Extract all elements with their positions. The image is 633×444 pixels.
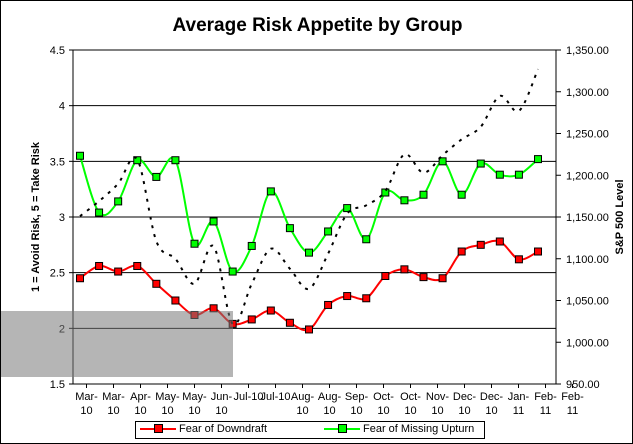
y2-tick-label: 1,300.00: [566, 87, 609, 99]
legend-swatch-green: [324, 424, 360, 434]
data-point: [305, 325, 313, 334]
data-point: [76, 274, 84, 283]
data-point: [514, 170, 523, 179]
data-point: [133, 156, 142, 165]
data-point: [495, 237, 504, 246]
data-point: [495, 170, 504, 179]
y2-tick-label: 1,000.00: [566, 337, 609, 349]
x-tick-label: Jul-10: [261, 391, 291, 403]
data-point: [247, 241, 256, 250]
x-tick-label: Oct-10: [373, 391, 394, 417]
data-point: [209, 217, 218, 226]
y-tick-label: 4.5: [50, 45, 65, 57]
data-point: [266, 306, 275, 315]
x-tick-label: Jul-10: [234, 391, 264, 403]
y-tick-label: 3.5: [50, 156, 65, 168]
data-point: [457, 247, 466, 256]
data-point: [114, 197, 123, 206]
y-tick-label: 4: [59, 101, 65, 113]
chart-title: Average Risk Appetite by Group: [172, 15, 463, 36]
y2-tick-label: 950.00: [566, 379, 600, 391]
data-point: [534, 247, 542, 256]
x-tick-label: Jan-11: [508, 391, 530, 417]
data-point: [324, 227, 333, 236]
photobucket-watermark: [1, 311, 233, 377]
y2-tick-label: 1,100.00: [566, 254, 609, 266]
data-point: [152, 172, 161, 181]
y2-tick-label: 1,250.00: [566, 129, 609, 141]
data-point: [95, 261, 104, 270]
data-point: [247, 315, 256, 324]
data-point: [419, 190, 428, 199]
x-tick-label: Jun-10: [211, 391, 233, 417]
legend-item-downdraft: Fear of Downdraft: [140, 423, 267, 435]
y-tick-label: 1.5: [50, 379, 65, 391]
data-point: [381, 272, 390, 281]
x-tick-label: Aug-10: [318, 391, 342, 417]
y2-tick-label: 1,350.00: [566, 45, 609, 57]
x-tick-label: Sep-10: [345, 391, 369, 417]
data-point: [171, 156, 180, 165]
data-point: [76, 151, 84, 160]
legend-label: Fear of Downdraft: [179, 423, 268, 435]
data-point: [381, 188, 390, 197]
legend-item-upturn: Fear of Missing Upturn: [324, 423, 474, 435]
x-tick-label: May-10: [182, 391, 207, 417]
data-point: [133, 261, 142, 270]
data-point: [400, 196, 409, 205]
data-point: [266, 187, 275, 196]
y2-axis-label: S&P 500 Level: [614, 179, 626, 254]
y-axis-label: 1 = Avoid Risk, 5 = Take Risk: [30, 141, 42, 292]
y-tick-label: 2.5: [50, 268, 65, 280]
data-point: [438, 274, 447, 283]
data-point: [324, 300, 333, 309]
data-point: [171, 296, 180, 305]
data-point: [95, 208, 104, 217]
sp500-line: [79, 68, 539, 326]
data-point: [285, 224, 294, 233]
data-point: [438, 157, 447, 166]
data-point: [190, 239, 199, 248]
y2-tick-label: 1,050.00: [566, 296, 609, 308]
x-tick-label: Oct-10: [400, 391, 421, 417]
data-point: [362, 294, 371, 303]
data-point: [285, 318, 294, 327]
x-tick-label: Feb-11: [534, 391, 557, 417]
data-point: [228, 267, 237, 276]
data-point: [152, 279, 161, 288]
data-point: [343, 292, 352, 301]
data-point: [114, 267, 123, 276]
data-point: [534, 155, 542, 164]
y-tick-label: 3: [59, 212, 65, 224]
x-tick-label: Dec-10: [453, 391, 477, 417]
x-tick-label: Dec-10: [480, 391, 504, 417]
data-point: [476, 159, 485, 168]
legend: Fear of Downdraft Fear of Missing Upturn: [135, 421, 485, 439]
x-tick-label: Feb-11: [561, 391, 584, 417]
data-point: [419, 273, 428, 282]
legend-label: Fear of Missing Upturn: [363, 423, 475, 435]
x-tick-label: Nov-10: [426, 391, 450, 417]
data-point: [343, 204, 352, 213]
data-point: [457, 190, 466, 199]
legend-swatch-red: [140, 424, 176, 434]
x-tick-label: Apr-10: [130, 391, 151, 417]
data-point: [305, 248, 313, 257]
data-point: [514, 255, 523, 264]
x-tick-label: May-10: [155, 391, 180, 417]
data-point: [362, 235, 371, 244]
x-tick-label: Aug-10: [291, 391, 315, 417]
data-point: [476, 240, 485, 249]
data-point: [400, 265, 409, 274]
x-tick-label: Mar-10: [75, 391, 98, 417]
y2-tick-label: 1,200.00: [566, 170, 609, 182]
y2-tick-label: 1,150.00: [566, 212, 609, 224]
x-tick-label: Mar-10: [102, 391, 125, 417]
